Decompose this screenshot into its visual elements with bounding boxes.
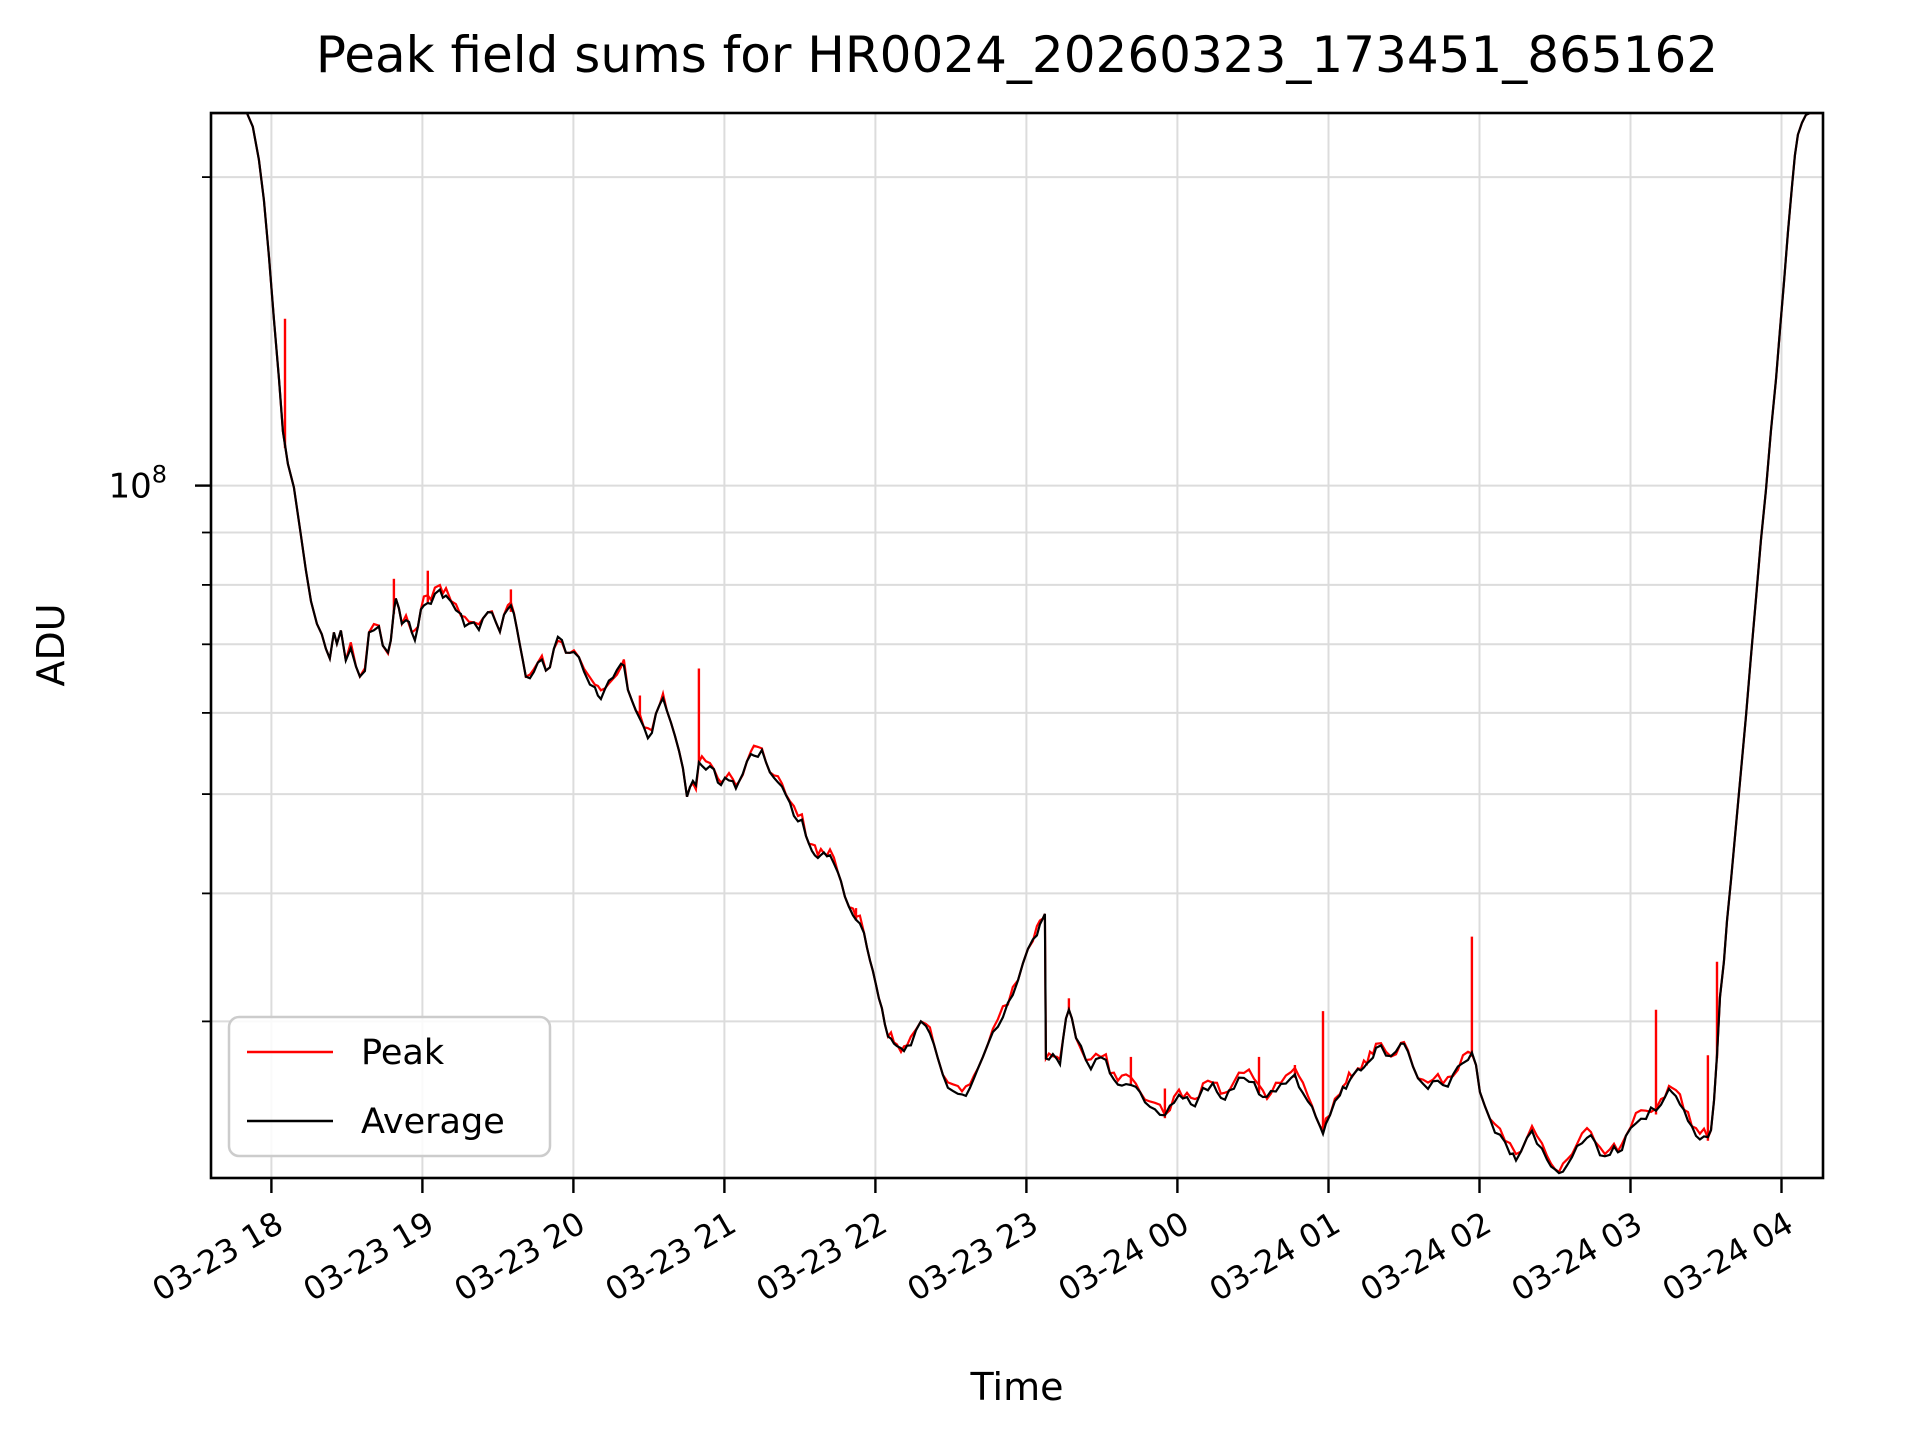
- chart-title: Peak field sums for HR0024_20260323_1734…: [316, 26, 1718, 84]
- y-tick-label: 108: [108, 461, 167, 507]
- x-tick-label: 03-24 04: [1656, 1204, 1800, 1309]
- x-tick-labels: 03-23 18 03-23 19 03-23 20 03-23 21 03-23 22…: [146, 1204, 1800, 1309]
- legend-label: Average: [361, 1102, 505, 1142]
- axis-ticks: [195, 176, 1783, 1193]
- x-tick-label: 03-23 22: [750, 1204, 894, 1309]
- legend: Peak Average: [227, 1015, 552, 1158]
- x-tick-label: 03-24 02: [1354, 1204, 1498, 1309]
- x-tick-label: 03-24 00: [1052, 1204, 1196, 1309]
- x-tick-label: 03-23 21: [599, 1204, 743, 1309]
- x-axis-label: Time: [970, 1365, 1064, 1409]
- legend-label: Peak: [361, 1033, 445, 1073]
- y-axis-label: ADU: [29, 603, 73, 686]
- x-tick-label: 03-24 03: [1505, 1204, 1649, 1309]
- plot-border: [209, 111, 1825, 1180]
- peak-line: [211, 113, 1823, 1174]
- x-tick-label: 03-23 19: [297, 1204, 441, 1309]
- average-line: [211, 113, 1823, 1175]
- x-tick-label: 03-23 23: [901, 1204, 1045, 1309]
- x-tick-label: 03-24 01: [1203, 1204, 1347, 1309]
- x-tick-label: 03-23 18: [146, 1204, 290, 1309]
- x-tick-label: 03-23 20: [448, 1204, 592, 1309]
